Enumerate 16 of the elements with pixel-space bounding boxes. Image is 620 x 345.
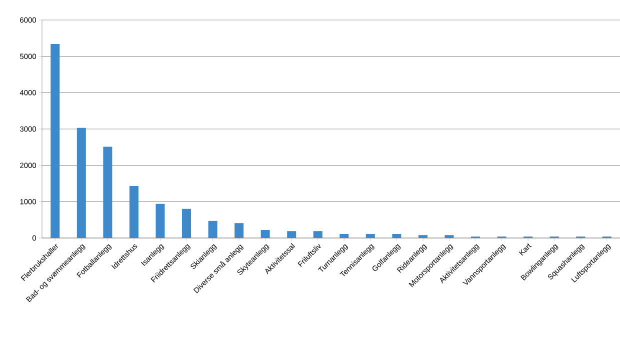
bar [50, 44, 60, 238]
bar [340, 234, 349, 238]
bar [76, 128, 86, 238]
bar [208, 220, 218, 238]
bar [366, 234, 375, 238]
bar [392, 234, 402, 238]
bar [129, 186, 138, 238]
bar [182, 208, 191, 238]
bar [103, 146, 112, 238]
bar [234, 223, 244, 238]
bar [260, 230, 270, 238]
bar [418, 235, 428, 238]
bar [313, 231, 322, 238]
bar [156, 204, 165, 238]
bar [444, 235, 454, 238]
bar [287, 231, 296, 238]
